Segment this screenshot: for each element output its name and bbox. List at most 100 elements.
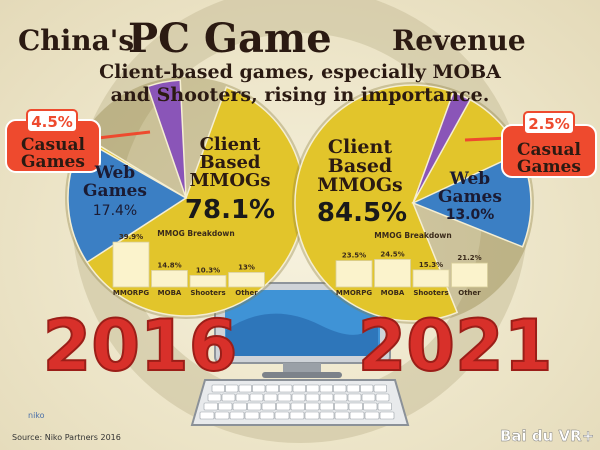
bar-category-moba-2021: MOBA [381,289,405,297]
monitor-stand [283,363,321,373]
keyboard-key [348,402,363,411]
keyboard-key [207,393,222,402]
monitor-base [262,372,342,378]
keyboard-key [333,384,347,393]
keyboard-illustration [190,379,410,426]
bar-value-moba-2021: 24.5% [380,250,404,258]
keyboard-key [279,384,293,393]
bar-value-shooters-2016: 10.3% [196,266,220,274]
bar-mmorpg-2021 [335,260,373,288]
web-value-2021: 13.0% [446,207,495,223]
bar-shooters-2016 [189,274,227,288]
bar-value-shooters-2021: 15.3% [419,261,443,269]
breakdown-title-2016: MMOG Breakdown [157,229,234,238]
bar-category-shooters-2021: Shooters [413,289,448,297]
bar-moba-2016 [151,269,188,288]
keyboard-key [218,402,233,411]
keyboard-key [319,411,335,420]
year-2016: 2016 [43,305,238,387]
bar-other-2021 [451,262,488,288]
web-label-2016-line2: Games [83,181,147,201]
keyboard-key [373,384,387,393]
bar-other-2016 [228,271,265,288]
bar-value-other-2016: 13% [238,263,255,271]
bar-category-other-2021: Other [458,289,481,297]
keyboard-key [363,402,378,411]
client-label-2016-line1: Client [200,134,262,155]
web-label-2016-line1: Web [94,163,136,183]
keyboard-key [305,393,320,402]
keyboard-key [306,384,320,393]
client-value-2021: 84.5% [317,198,407,228]
keyboard-key [377,402,392,411]
casual-value-box-2016 [26,109,78,133]
keyboard-key [221,393,236,402]
bar-mmorpg-2016 [112,241,150,288]
bar-chart-2016: 39.9% MMORPG 14.8% MOBA 10.3% Shooters 13% Othe… [112,233,265,297]
casual-games-slice-2016 [146,79,187,199]
keyboard-key [334,411,350,420]
keyboard-key [249,393,264,402]
keyboard-key [235,393,250,402]
keyboard-key [289,411,305,420]
client-label-2021-line1: Client [328,136,392,158]
subtitle-line-2: and Shooters, rising in importance. [111,84,490,106]
keyboard-key [229,411,245,420]
keyboard-key [274,411,290,420]
keyboard-key [277,393,292,402]
bar-category-mmorpg-2021: MMORPG [336,289,372,297]
web-label-2021-line1: Web [449,169,491,189]
pie-labels-2021: Client Based MMOGs 84.5% Web Games 13.0%… [317,136,502,240]
title-revenue: Revenue [392,24,526,57]
casual-value-box-2021 [523,111,575,135]
keyboard-key [349,411,365,420]
casual-label-2021-line2: Games [517,157,581,177]
breakdown-title-2021: MMOG Breakdown [374,231,451,240]
keyboard-keys [199,384,395,420]
keyboard-key [261,402,276,411]
keyboard-key [379,411,395,420]
keyboard-key [319,393,334,402]
bar-category-moba-2016: MOBA [158,289,182,297]
keyboard-key [265,384,279,393]
keyboard-key [346,384,360,393]
keyboard-key [375,393,390,402]
keyboard-key [304,411,320,420]
keyboard-key [360,384,374,393]
keyboard-key [252,384,266,393]
casual-callout-2016: 4.5% Casual Games [5,109,151,173]
year-2021: 2021 [358,305,553,387]
keyboard-key [211,384,225,393]
keyboard-key [203,402,218,411]
keyboard-key [214,411,230,420]
casual-label-2021-line1: Casual [517,140,581,160]
baidu-watermark: Bai du VR+ [500,427,594,445]
title-pc-game: PC Game [128,15,332,62]
web-label-2021-line2: Games [438,187,502,207]
bar-value-moba-2016: 14.8% [157,261,181,269]
bar-value-other-2021: 21.2% [457,254,481,262]
keyboard-key [259,411,275,420]
keyboard-key [291,393,306,402]
keyboard-key [347,393,362,402]
subtitle-line-1: Client-based games, especially MOBA [99,61,501,83]
bar-chart-2021: 23.5% MMORPG 24.5% MOBA 15.3% Shooters 21.2% Ot… [335,250,488,297]
keyboard-key [232,402,247,411]
casual-pointer-2021 [464,136,509,142]
keyboard-key [247,402,262,411]
bar-shooters-2021 [412,269,450,288]
casual-value-2021: 2.5% [528,115,570,133]
casual-label-2016-line2: Games [21,152,85,172]
casual-label-2016-line1: Casual [21,135,85,155]
keyboard-key [334,402,349,411]
keyboard-key [305,402,320,411]
title-china: China's [18,24,134,57]
bar-category-shooters-2016: Shooters [190,289,225,297]
client-label-2016-line2: Based [199,152,260,173]
keyboard-key [290,402,305,411]
keyboard-key [319,402,334,411]
keyboard-key [361,393,376,402]
keyboard-key [263,393,278,402]
